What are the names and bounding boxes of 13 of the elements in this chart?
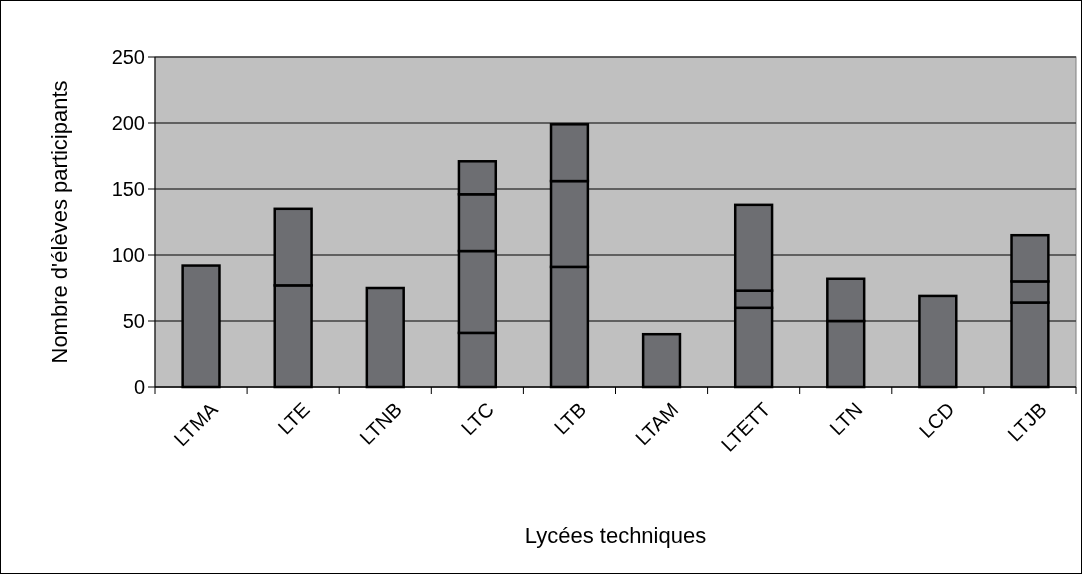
y-tick-label: 250 [111, 46, 145, 68]
x-tick-label: LTN [825, 398, 867, 440]
x-tick-label: LTC [456, 398, 499, 440]
y-tick-label: 50 [122, 310, 145, 332]
x-axis-title: Lycées techniques [524, 523, 707, 548]
y-axis-title: Nombre d'élèves participants [47, 80, 72, 364]
y-tick-label: 200 [111, 112, 145, 134]
y-tick-label: 100 [111, 244, 145, 266]
y-tick-label: 150 [111, 178, 145, 200]
x-tick-label: LTE [273, 398, 314, 439]
y-tick-label: 0 [133, 376, 145, 398]
x-tick-label: LCD [914, 398, 959, 443]
x-tick-label: LTB [549, 398, 591, 439]
